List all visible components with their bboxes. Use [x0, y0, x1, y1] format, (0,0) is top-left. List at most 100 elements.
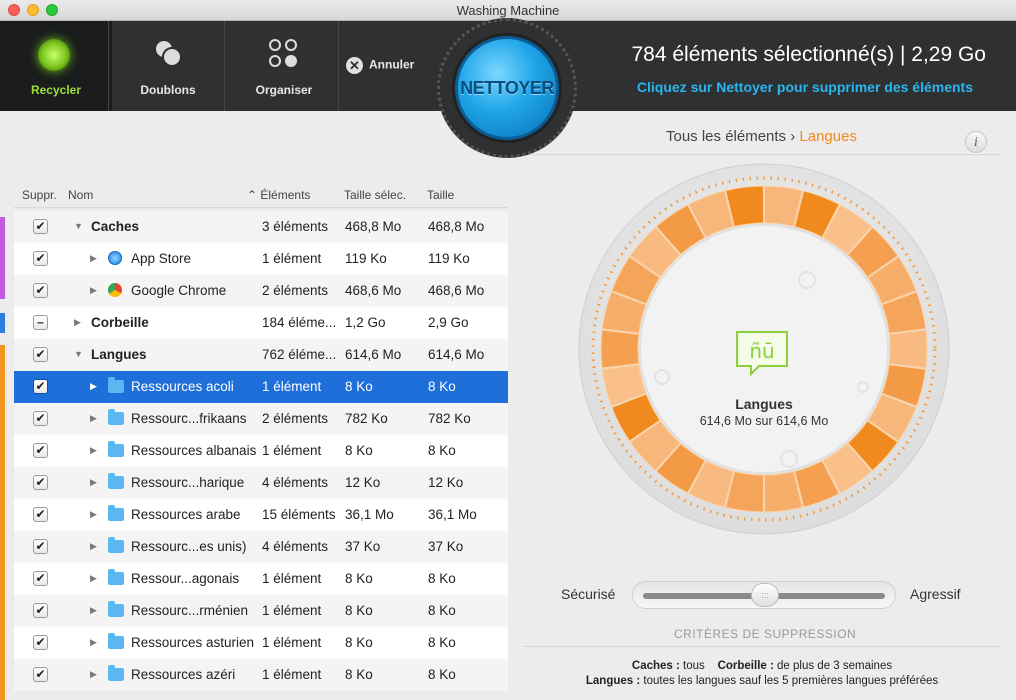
- table-row[interactable]: ✔ ▶ Ressourc...harique 4 éléments 12 Ko …: [14, 467, 508, 499]
- ring-segment[interactable]: [611, 393, 661, 442]
- ring-segment[interactable]: [881, 364, 927, 407]
- ring-segment[interactable]: [601, 364, 647, 407]
- disclosure-expanded-icon[interactable]: ▼: [74, 221, 83, 231]
- row-name: App Store: [131, 251, 192, 266]
- disclosure-collapsed-icon[interactable]: ▶: [74, 317, 81, 327]
- ring-segment[interactable]: [847, 420, 899, 472]
- row-checkbox[interactable]: ✔: [33, 667, 48, 682]
- ring-segment[interactable]: [794, 190, 840, 238]
- ring-segment[interactable]: [847, 226, 899, 278]
- table-row[interactable]: ✔ ▶ Ressour...agonais 1 élément 8 Ko 8 K…: [14, 563, 508, 595]
- disclosure-collapsed-icon[interactable]: ▶: [90, 669, 97, 679]
- row-checkbox[interactable]: ✔: [33, 443, 48, 458]
- disclosure-collapsed-icon[interactable]: ▶: [90, 477, 97, 487]
- ring-segment[interactable]: [725, 185, 764, 228]
- breadcrumb-root[interactable]: Tous les éléments: [666, 128, 787, 145]
- minimize-window-button[interactable]: [27, 4, 39, 16]
- disclosure-collapsed-icon[interactable]: ▶: [90, 413, 97, 423]
- table-row[interactable]: – ▶ Corbeille 184 éléme... 1,2 Go 2,9 Go: [14, 307, 508, 339]
- ring-segment[interactable]: [688, 460, 734, 508]
- table-row[interactable]: ✔ ▶ Ressourc...es unis) 4 éléments 37 Ko…: [14, 531, 508, 563]
- table-row[interactable]: ✔ ▼ Caches 3 éléments 468,8 Mo 468,8 Mo: [14, 211, 508, 243]
- disclosure-collapsed-icon[interactable]: ▶: [90, 541, 97, 551]
- row-checkbox[interactable]: ✔: [33, 379, 48, 394]
- duplicates-tab[interactable]: Doublons: [112, 21, 224, 111]
- table-row-selected[interactable]: ✔ ▶ Ressources acoli 1 élément 8 Ko 8 Ko: [14, 371, 508, 403]
- ring-segment[interactable]: [655, 204, 706, 256]
- table-row[interactable]: ✔ ▶ Ressources azéri 1 élément 8 Ko 8 Ko: [14, 659, 508, 691]
- ring-segment[interactable]: [822, 442, 873, 494]
- table-row[interactable]: ✔ ▶ Ressources albanais 1 élément 8 Ko 8…: [14, 435, 508, 467]
- row-checkbox[interactable]: ✔: [33, 571, 48, 586]
- row-checkbox[interactable]: –: [33, 315, 48, 330]
- organize-tab[interactable]: Organiser: [228, 21, 340, 111]
- chrome-icon: [108, 283, 122, 298]
- disclosure-collapsed-icon[interactable]: ▶: [90, 605, 97, 615]
- ring-segment[interactable]: [867, 256, 917, 305]
- row-checkbox[interactable]: ✔: [33, 539, 48, 554]
- ring-segment[interactable]: [822, 204, 873, 256]
- row-size: 119 Ko: [428, 251, 470, 266]
- ring-segment[interactable]: [794, 460, 840, 508]
- col-header-selected-size[interactable]: Taille sélec.: [344, 188, 407, 202]
- table-row[interactable]: ✔ ▼ Langues 762 éléme... 614,6 Mo 614,6 …: [14, 339, 508, 371]
- col-header-items[interactable]: ⌃ Éléments: [247, 188, 311, 202]
- row-selected-size: 1,2 Go: [345, 315, 386, 330]
- disclosure-collapsed-icon[interactable]: ▶: [90, 381, 97, 391]
- row-checkbox[interactable]: ✔: [33, 347, 48, 362]
- row-checkbox[interactable]: ✔: [33, 635, 48, 650]
- table-row[interactable]: ✔ ▶ Ressources arabe 15 éléments 36,1 Mo…: [14, 499, 508, 531]
- ring-segment[interactable]: [601, 291, 647, 334]
- row-checkbox[interactable]: ✔: [33, 507, 48, 522]
- ring-segment[interactable]: [881, 291, 927, 334]
- disclosure-collapsed-icon[interactable]: ▶: [90, 445, 97, 455]
- row-checkbox[interactable]: ✔: [33, 603, 48, 618]
- row-checkbox[interactable]: ✔: [33, 411, 48, 426]
- clean-button[interactable]: NETTOYER: [455, 36, 559, 140]
- row-checkbox[interactable]: ✔: [33, 283, 48, 298]
- slider-thumb[interactable]: :::: [751, 583, 779, 607]
- disclosure-expanded-icon[interactable]: ▼: [74, 349, 83, 359]
- ring-segments: [600, 185, 928, 513]
- disclosure-collapsed-icon[interactable]: ▶: [90, 509, 97, 519]
- ring-segment[interactable]: [600, 329, 640, 369]
- row-checkbox[interactable]: ✔: [33, 251, 48, 266]
- ring-segment[interactable]: [888, 329, 928, 369]
- col-header-size[interactable]: Taille: [427, 188, 455, 202]
- ring-segment[interactable]: [629, 226, 681, 278]
- ring-segment[interactable]: [629, 420, 681, 472]
- info-button[interactable]: i: [965, 131, 987, 153]
- row-size: 468,8 Mo: [428, 219, 485, 234]
- ring-segment[interactable]: [764, 185, 803, 228]
- col-header-delete[interactable]: Suppr.: [22, 188, 57, 202]
- row-checkbox[interactable]: ✔: [33, 475, 48, 490]
- ring-segment[interactable]: [688, 190, 734, 238]
- row-name: Ressources asturien: [131, 635, 255, 650]
- row-checkbox[interactable]: ✔: [33, 219, 48, 234]
- header-divider: [14, 207, 508, 208]
- zoom-window-button[interactable]: [46, 4, 58, 16]
- table-row[interactable]: ✔ ▶ App Store 1 élément 119 Ko 119 Ko: [14, 243, 508, 275]
- disclosure-collapsed-icon[interactable]: ▶: [90, 253, 97, 263]
- ring-title: Langues: [735, 396, 793, 412]
- ring-segment[interactable]: [655, 442, 706, 494]
- row-selected-size: 468,8 Mo: [345, 219, 402, 234]
- table-row[interactable]: ✔ ▶ Ressourc...rménien 1 élément 8 Ko 8 …: [14, 595, 508, 627]
- close-window-button[interactable]: [8, 4, 20, 16]
- table-row[interactable]: ✔ ▶ Google Chrome 2 éléments 468,6 Mo 46…: [14, 275, 508, 307]
- disclosure-collapsed-icon[interactable]: ▶: [90, 285, 97, 295]
- row-name: Langues: [91, 347, 147, 362]
- table-row[interactable]: ✔ ▶ Ressourc...frikaans 2 éléments 782 K…: [14, 403, 508, 435]
- cancel-button[interactable]: ✕ Annuler: [346, 57, 414, 74]
- ring-segment[interactable]: [867, 393, 917, 442]
- ring-segment[interactable]: [611, 256, 661, 305]
- disclosure-collapsed-icon[interactable]: ▶: [90, 637, 97, 647]
- safety-slider[interactable]: :::: [632, 581, 896, 609]
- disclosure-collapsed-icon[interactable]: ▶: [90, 573, 97, 583]
- ring-segment[interactable]: [764, 470, 803, 513]
- recycle-tab[interactable]: Recycler: [0, 21, 112, 111]
- ring-segment[interactable]: [725, 470, 764, 513]
- table-row[interactable]: ✔ ▶ Ressources asturien 1 élément 8 Ko 8…: [14, 627, 508, 659]
- bubble-decoration: [654, 369, 670, 385]
- col-header-name[interactable]: Nom: [68, 188, 94, 202]
